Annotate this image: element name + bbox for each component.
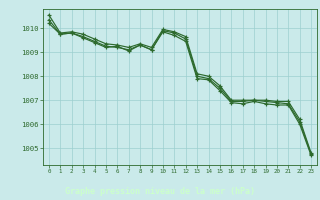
Text: Graphe pression niveau de la mer (hPa): Graphe pression niveau de la mer (hPa) (65, 187, 255, 196)
